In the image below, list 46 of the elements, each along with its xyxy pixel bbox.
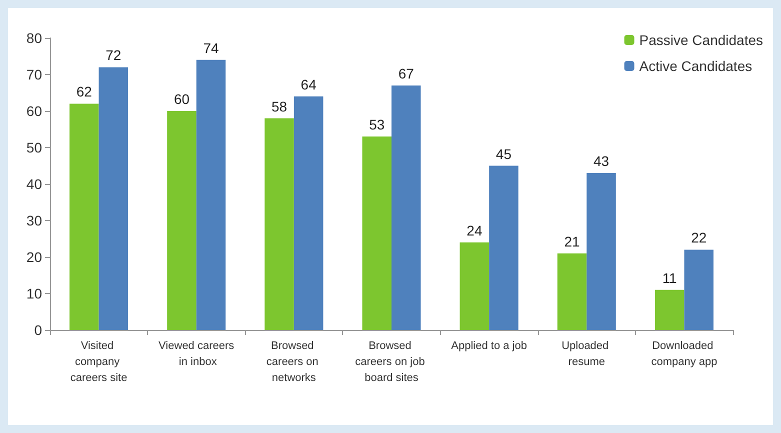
x-tick-label: Uploaded resume bbox=[562, 340, 612, 368]
data-label: 45 bbox=[496, 146, 512, 162]
data-label: 58 bbox=[272, 98, 288, 114]
y-tick-label: 10 bbox=[26, 286, 42, 302]
bar bbox=[654, 290, 684, 330]
y-tick-label: 20 bbox=[26, 249, 42, 265]
x-tick-label: Viewed careers in inbox bbox=[158, 340, 235, 368]
y-tick-label: 50 bbox=[26, 140, 42, 156]
x-tick-label: Downloaded company app bbox=[651, 340, 718, 368]
x-tick-label: Applied to a job bbox=[451, 340, 527, 352]
data-label: 22 bbox=[691, 230, 707, 246]
y-tick-label: 80 bbox=[26, 30, 42, 46]
data-label: 74 bbox=[203, 40, 219, 56]
bar bbox=[167, 111, 196, 330]
y-tick-label: 60 bbox=[26, 103, 42, 119]
data-label: 64 bbox=[300, 76, 317, 92]
x-tick-label: Browsed careers on job board sites bbox=[355, 340, 428, 384]
data-label: 53 bbox=[369, 116, 385, 133]
data-label: 60 bbox=[174, 91, 190, 107]
bar bbox=[196, 60, 226, 330]
y-tick-label: 0 bbox=[34, 322, 42, 338]
legend-label: Passive Candidates bbox=[639, 32, 764, 48]
legend-label: Active Candidates bbox=[639, 58, 752, 74]
bar bbox=[362, 136, 392, 330]
data-label: 21 bbox=[564, 233, 580, 250]
bar bbox=[557, 253, 587, 330]
data-label: 62 bbox=[76, 84, 92, 100]
y-tick-label: 30 bbox=[26, 212, 42, 228]
data-label: 43 bbox=[593, 153, 610, 170]
bar bbox=[294, 96, 324, 330]
x-tick-label: Visited company careers site bbox=[70, 340, 128, 384]
bar bbox=[684, 250, 714, 330]
x-tick-label: Browsed careers on networks bbox=[266, 340, 322, 384]
bar bbox=[264, 118, 294, 330]
bar bbox=[460, 242, 490, 330]
bar bbox=[489, 166, 518, 330]
y-tick-label: 40 bbox=[26, 176, 42, 192]
bar bbox=[70, 104, 99, 330]
bar bbox=[586, 173, 616, 330]
data-label: 24 bbox=[466, 222, 482, 238]
data-label: 67 bbox=[398, 65, 414, 82]
bar bbox=[392, 85, 421, 330]
bar bbox=[98, 67, 128, 330]
data-label: 11 bbox=[662, 270, 678, 286]
y-tick-label: 70 bbox=[26, 66, 42, 82]
data-label: 72 bbox=[106, 47, 122, 64]
